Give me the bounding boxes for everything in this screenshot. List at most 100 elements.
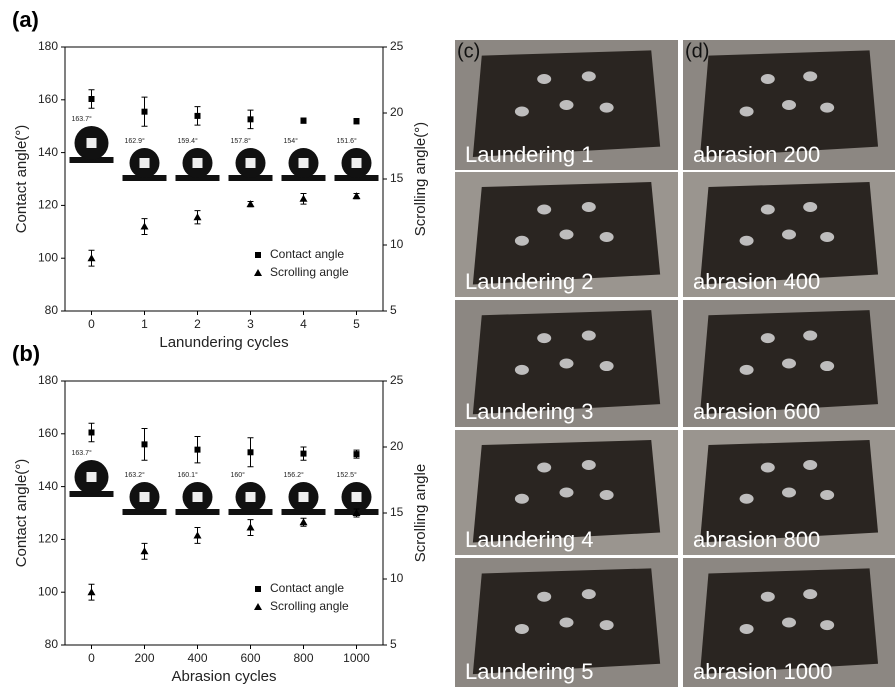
droplet bbox=[740, 365, 754, 375]
legend-marker bbox=[255, 586, 261, 592]
droplet bbox=[761, 74, 775, 84]
y-tick-label: 160 bbox=[38, 426, 58, 440]
droplet bbox=[600, 620, 614, 630]
triangle-marker bbox=[141, 223, 149, 230]
triangle-marker bbox=[247, 524, 255, 531]
photo-label: Laundering 1 bbox=[465, 142, 593, 167]
square-marker bbox=[142, 441, 148, 447]
panel-label: (a) bbox=[12, 7, 39, 32]
x-tick-label: 800 bbox=[293, 651, 313, 665]
angle-annotation: 160.1° bbox=[178, 471, 199, 479]
droplet bbox=[803, 331, 817, 341]
droplet bbox=[803, 71, 817, 81]
photo-label: abrasion 800 bbox=[693, 527, 820, 552]
y2-tick-label: 5 bbox=[390, 637, 397, 651]
y-tick-label: 140 bbox=[38, 145, 58, 159]
x-axis-label: Abrasion cycles bbox=[171, 668, 276, 685]
y2-tick-label: 15 bbox=[390, 171, 404, 185]
droplet-highlight bbox=[140, 158, 150, 168]
legend-marker bbox=[254, 603, 262, 610]
droplet-highlight bbox=[299, 492, 309, 502]
y2-tick-label: 10 bbox=[390, 237, 404, 251]
angle-annotation: 160° bbox=[231, 471, 246, 479]
droplet bbox=[515, 365, 529, 375]
y-tick-label: 180 bbox=[38, 373, 58, 387]
y-tick-label: 100 bbox=[38, 250, 58, 264]
triangle-marker bbox=[141, 547, 149, 554]
droplet bbox=[537, 333, 551, 343]
droplet bbox=[740, 494, 754, 504]
droplet bbox=[782, 359, 796, 369]
droplet bbox=[761, 592, 775, 602]
droplet-highlight bbox=[87, 472, 97, 482]
droplet bbox=[537, 592, 551, 602]
x-tick-label: 2 bbox=[194, 317, 201, 331]
panel-label: (b) bbox=[12, 341, 40, 366]
square-marker bbox=[195, 447, 201, 453]
droplet bbox=[740, 624, 754, 634]
angle-annotation: 163.7° bbox=[72, 449, 93, 457]
y2-tick-label: 15 bbox=[390, 505, 404, 519]
y-tick-label: 80 bbox=[45, 303, 59, 317]
droplet-highlight bbox=[140, 492, 150, 502]
droplet bbox=[782, 618, 796, 628]
photo-label: abrasion 1000 bbox=[693, 659, 832, 684]
photo-label: abrasion 400 bbox=[693, 269, 820, 294]
droplet bbox=[582, 589, 596, 599]
droplet-highlight bbox=[352, 492, 362, 502]
square-marker bbox=[248, 449, 254, 455]
angle-annotation: 151.6° bbox=[337, 137, 358, 145]
x-tick-label: 4 bbox=[300, 317, 307, 331]
droplet bbox=[600, 232, 614, 242]
droplet-highlight bbox=[193, 158, 203, 168]
y-tick-label: 160 bbox=[38, 92, 58, 106]
droplet bbox=[600, 103, 614, 113]
square-marker bbox=[354, 451, 360, 457]
y2-axis-label: Scrolling angle bbox=[412, 464, 429, 562]
triangle-marker bbox=[88, 588, 96, 595]
y-axis-label: Contact angle(°) bbox=[13, 125, 30, 234]
angle-annotation: 152.5° bbox=[337, 471, 358, 479]
droplet-highlight bbox=[193, 492, 203, 502]
droplet bbox=[537, 463, 551, 473]
y2-tick-label: 20 bbox=[390, 439, 404, 453]
droplet bbox=[560, 230, 574, 240]
droplet-highlight bbox=[246, 492, 256, 502]
droplet-highlight bbox=[352, 158, 362, 168]
angle-annotation: 163.2° bbox=[125, 471, 146, 479]
y-tick-label: 100 bbox=[38, 584, 58, 598]
y2-tick-label: 10 bbox=[390, 571, 404, 585]
square-marker bbox=[142, 109, 148, 115]
droplet bbox=[600, 490, 614, 500]
droplet bbox=[803, 460, 817, 470]
droplet bbox=[537, 74, 551, 84]
triangle-marker bbox=[194, 531, 202, 538]
photo-label: Laundering 2 bbox=[465, 269, 593, 294]
triangle-marker bbox=[300, 195, 308, 202]
droplet bbox=[582, 331, 596, 341]
droplet bbox=[761, 333, 775, 343]
droplet bbox=[740, 236, 754, 246]
y-axis-label: Contact angle(°) bbox=[13, 459, 30, 568]
droplet bbox=[820, 103, 834, 113]
droplet bbox=[803, 202, 817, 212]
y-tick-label: 120 bbox=[38, 532, 58, 546]
x-tick-label: 200 bbox=[134, 651, 154, 665]
x-tick-label: 600 bbox=[240, 651, 260, 665]
figure: Laundering 1Laundering 2Laundering 3Laun… bbox=[0, 0, 895, 687]
legend-label: Scrolling angle bbox=[270, 265, 349, 279]
droplet bbox=[600, 361, 614, 371]
triangle-marker bbox=[194, 213, 202, 220]
y-tick-label: 80 bbox=[45, 637, 59, 651]
legend-label: Scrolling angle bbox=[270, 599, 349, 613]
droplet bbox=[515, 624, 529, 634]
droplet bbox=[740, 107, 754, 117]
angle-annotation: 157.8° bbox=[231, 137, 252, 145]
triangle-marker bbox=[300, 518, 308, 525]
y2-axis-label: Scrolling angle(°) bbox=[412, 122, 429, 236]
photo-label: Laundering 5 bbox=[465, 659, 593, 684]
droplet-highlight bbox=[246, 158, 256, 168]
droplet bbox=[782, 100, 796, 110]
legend-label: Contact angle bbox=[270, 581, 344, 595]
angle-annotation: 154° bbox=[284, 137, 299, 145]
